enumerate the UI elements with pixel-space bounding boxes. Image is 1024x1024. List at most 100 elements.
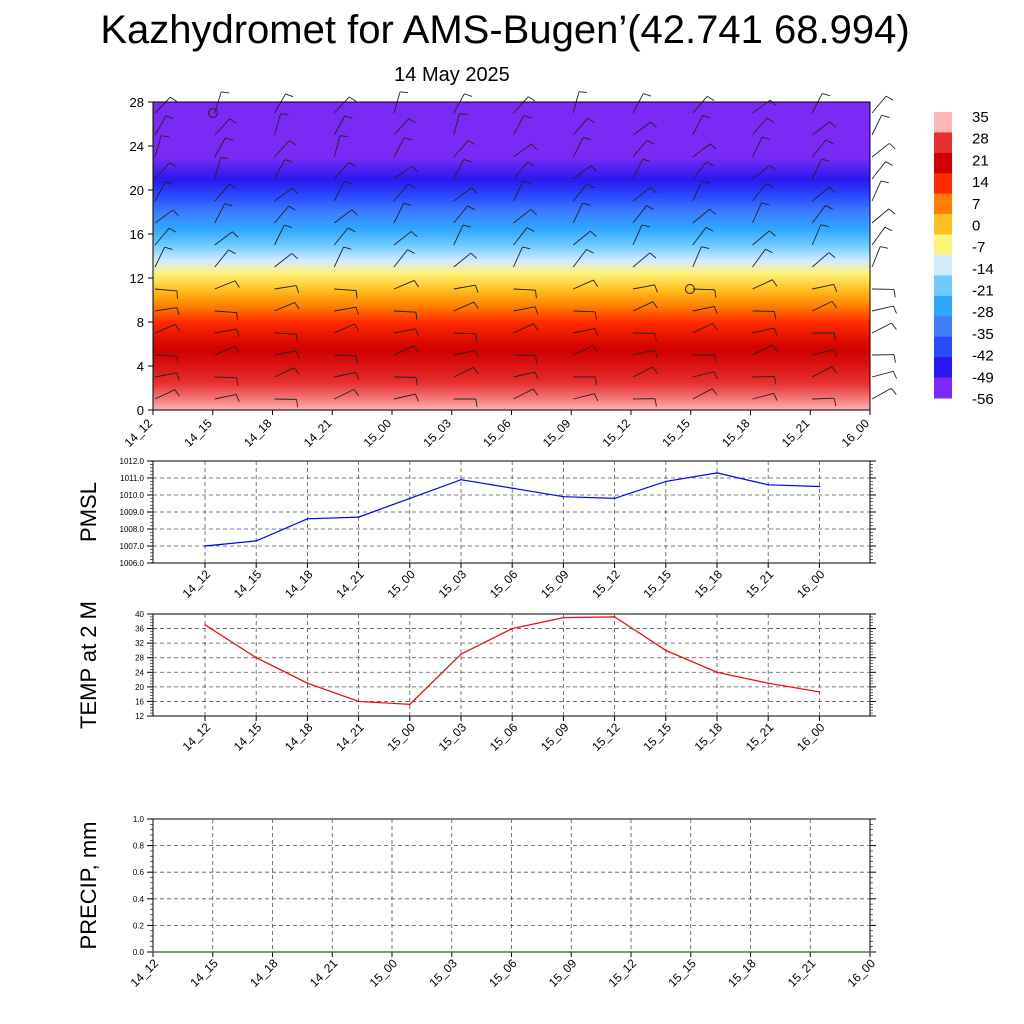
pmsl-panel-data-point	[767, 484, 769, 486]
wind-barb	[154, 96, 171, 114]
wind-barb-flag	[291, 253, 299, 260]
wind-barb-flag	[351, 209, 358, 216]
wind-barb	[274, 205, 289, 224]
wind-barb-flag	[530, 209, 538, 216]
heatmap-band	[153, 396, 870, 400]
wind-barb	[812, 300, 833, 312]
wind-barb-flag	[344, 115, 353, 119]
wind-barb-flag	[769, 99, 777, 106]
wind-barb-flag	[522, 246, 531, 250]
wind-barb-flag	[176, 307, 180, 316]
heatmap-band	[153, 349, 870, 353]
wind-barb-flag	[475, 333, 478, 342]
wind-barb	[154, 115, 167, 136]
precip-panel: 0.0 0.2 0.4 0.6 0.8 1.0 14_12 14_15 14_18 14_21 15…	[76, 815, 878, 990]
wind-barb-flag	[822, 92, 831, 97]
wind-barb	[752, 165, 771, 180]
wind-barb	[812, 283, 834, 290]
heatmap-band	[153, 102, 870, 106]
y-tick-label: 1009.0	[120, 508, 145, 517]
wind-barb	[154, 135, 162, 158]
colorbar-label: -28	[972, 304, 994, 321]
wind-barb-flag	[766, 117, 774, 123]
x-tick-label: 16_00	[845, 956, 879, 990]
wind-barb	[513, 246, 523, 268]
temp-panel-data-point	[204, 624, 206, 626]
colorbar-swatch	[934, 377, 952, 399]
wind-barb	[692, 143, 711, 158]
wind-barb	[871, 226, 886, 246]
wind-barb-flag	[176, 290, 179, 299]
x-tick-label: 14_15	[231, 567, 265, 601]
x-tick-label: 15_09	[546, 956, 580, 990]
heatmap-band	[153, 393, 870, 397]
wind-barb	[811, 186, 830, 202]
wind-barb-flag	[701, 246, 710, 250]
heatmap-band	[153, 151, 870, 155]
wind-barb-flag	[467, 140, 476, 145]
wind-barb-flag	[532, 388, 539, 396]
wind-barb-flag	[407, 249, 415, 254]
heatmap-band	[153, 311, 870, 315]
wind-barb-flag	[769, 165, 777, 172]
wind-barb	[333, 246, 344, 268]
precip-panel-data-point	[570, 951, 573, 953]
wind-barb-flag	[236, 377, 239, 386]
wind-barb-flag	[295, 285, 300, 294]
wind-barb-flag	[642, 158, 651, 162]
y-tick-label: 28	[130, 95, 144, 110]
wind-barb	[572, 230, 591, 246]
colorbar-label: -49	[972, 369, 994, 386]
wind-barb	[393, 137, 405, 158]
heatmap-band	[153, 283, 870, 287]
precip-panel-data-point	[152, 951, 154, 953]
x-tick-label: 14_12	[122, 416, 156, 450]
heatmap-band	[153, 333, 870, 337]
wind-barb	[154, 372, 177, 378]
colorbar-label: 21	[972, 152, 989, 169]
wind-barb-flag	[825, 139, 834, 145]
wind-barb-flag	[413, 345, 419, 353]
colorbar-swatch	[934, 357, 952, 379]
wind-barb	[752, 202, 762, 224]
heatmap-band	[153, 110, 870, 114]
heatmap-band	[153, 236, 870, 241]
pmsl-panel: 1006.0 1007.0 1008.0 1009.0 1010.0 1011.0 1012…	[76, 457, 876, 601]
heatmap-band	[153, 206, 870, 210]
wind-barb	[214, 376, 237, 379]
heatmap-band	[153, 212, 870, 216]
heatmap-band	[153, 291, 870, 296]
heatmap-band	[153, 148, 870, 153]
wind-barb	[812, 349, 834, 356]
x-tick-label: 14_15	[231, 720, 265, 754]
wind-barb	[393, 231, 412, 246]
panel-frame	[152, 613, 871, 717]
wind-barb-flag	[833, 349, 838, 358]
wind-barb	[513, 371, 536, 378]
wind-barb-flag	[176, 356, 179, 365]
wind-barb-flag	[646, 205, 654, 210]
wind-barb-flag	[833, 284, 838, 293]
wind-barb-flag	[353, 389, 360, 397]
wind-barb-flag	[773, 327, 778, 336]
heatmap-band	[153, 115, 870, 120]
wind-barb-flag	[888, 208, 896, 215]
temp-panel-ylabel: TEMP at 2 M	[76, 601, 101, 729]
wind-barb-flag	[229, 118, 237, 124]
wind-barb	[752, 183, 767, 202]
wind-barb-flag	[880, 180, 889, 184]
colorbar-label: -14	[972, 261, 994, 278]
x-tick-label: 15_06	[480, 416, 514, 450]
precip-panel-data-point	[689, 951, 692, 953]
x-tick-label: 14_18	[282, 720, 316, 754]
precip-panel-data-point	[510, 951, 513, 953]
wind-barb-flag	[220, 157, 229, 159]
y-tick-label: 1012.0	[120, 457, 145, 466]
wind-barb	[752, 279, 773, 290]
colorbar-swatch	[934, 255, 952, 276]
wind-barb	[692, 246, 702, 268]
wind-barb-flag	[586, 183, 595, 189]
y-tick-label: 0	[137, 403, 144, 418]
y-tick-label: 0.2	[133, 921, 145, 930]
wind-barb-flag	[652, 366, 658, 374]
